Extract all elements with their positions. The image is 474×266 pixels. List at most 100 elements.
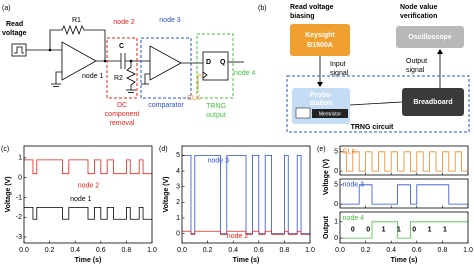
x-tick-label: 0.6 [96,247,106,254]
flip-flop [202,51,229,81]
arrow-head [317,82,323,87]
label: DC [117,102,127,109]
junction [103,59,107,63]
label: comparator [148,102,184,109]
x-tick-label: 0.2 [203,247,213,254]
panel-label: (d) [159,146,168,153]
label: TRNG circuit [351,124,394,131]
label: Output [406,58,427,65]
x-tick-label: 0.0 [335,247,345,254]
y-axis-label: Output [323,215,330,239]
bit-label: 0 [412,226,416,233]
bit-label: 0 [366,226,370,233]
label: biasing [290,13,315,20]
label: R2 [114,75,123,82]
trng-box [196,33,234,99]
x-tick-label: 1.0 [463,247,473,254]
label: CLK [187,95,201,102]
y-tick-label: 5 [176,152,180,159]
label: output [206,112,226,119]
y-tick-label: -1 [16,194,22,201]
y-tick-label: -2 [16,214,22,221]
x-tick-label: 0.6 [254,247,264,254]
x-tick-label: 0.0 [19,247,29,254]
junction [129,59,133,63]
label: Node value [400,4,437,11]
x-axis-label: Time (s) [391,257,418,264]
label: Read [6,21,23,28]
x-tick-label: 0.0 [177,247,187,254]
label: verification [400,13,437,20]
label: Memristor [319,111,342,117]
oscilloscope-box [396,26,464,48]
y-tick-label: 0 [334,235,338,242]
clock-wire [197,74,203,92]
comparator-box [140,37,192,99]
y-tick-label: -3 [16,234,22,241]
charts: (c) node 2 node 1 0.0 0.2 0.4 0.6 0.8 1.0 1 0 -1 -2 -… [1,145,473,264]
bit-label: 0 [351,226,355,233]
panel-a: (a) Read voltage R1 node 1 C R2 node 2 D… [2,5,256,127]
label: node 4 [234,70,256,77]
series-label: CLK [343,149,357,156]
trng-circuit-box [286,75,470,133]
x-axis-label: Time (s) [75,257,102,264]
feedback-resistor [49,24,106,61]
panel-label: (c) [1,146,9,153]
plot-frame [339,178,469,209]
label: Read voltage [290,4,334,11]
label: Oscilloscope [408,34,452,41]
plot-frame [339,211,469,244]
breadboard-box [402,88,464,116]
x-tick-label: 0.6 [412,247,422,254]
x-tick-label: 1.0 [305,247,315,254]
series-label: node 1 [70,196,92,203]
label: D [206,59,211,66]
x-tick-label: 0.8 [280,247,290,254]
label: component [105,111,140,118]
bit-label: 1 [443,226,447,233]
dc-box [106,37,138,99]
y-tick-label: 1 [176,215,180,222]
label: TRNG [206,103,226,110]
label: node 1 [82,73,104,80]
y-tick-label: 5 [334,182,338,189]
label: Keysight [305,32,335,39]
series-line [182,154,310,235]
x-tick-label: 0.4 [70,247,80,254]
label: Input [330,61,346,68]
series-label: node 4 [343,215,365,222]
panel-b: (b) Read voltage biasing Node value veri… [258,4,470,133]
x-axis-label: Time (s) [233,257,260,264]
y-tick-label: 2 [176,199,180,206]
plot-frame [339,145,469,176]
label: Q [220,59,226,66]
y-tick-label: 0 [176,230,180,237]
arrow-head [437,49,443,54]
op-amp [61,41,97,81]
series-line [340,151,468,172]
series-label: node 3 [343,182,365,189]
memristor-box [312,109,348,118]
y-tick-label: 4 [176,168,180,175]
keysight-box [290,24,350,56]
junction [48,48,52,52]
op-amp [149,45,182,81]
x-tick-label: 0.2 [45,247,55,254]
label: B1500A [307,42,333,49]
label: Probe- [310,92,333,99]
series-label: node 2 [78,183,100,190]
resistor [126,61,136,90]
x-tick-label: 0.2 [361,247,371,254]
x-tick-label: 0.4 [386,247,396,254]
panel-label: (e) [317,146,326,153]
y-axis-label: Voltage (V) [5,176,12,212]
label: voltage [2,30,27,37]
x-tick-label: 0.4 [228,247,238,254]
label: signal [330,70,349,77]
y-tick-label: 0 [334,168,338,175]
series-label: node 3 [208,157,230,164]
label: Breadboard [413,99,452,106]
wire [349,101,403,106]
